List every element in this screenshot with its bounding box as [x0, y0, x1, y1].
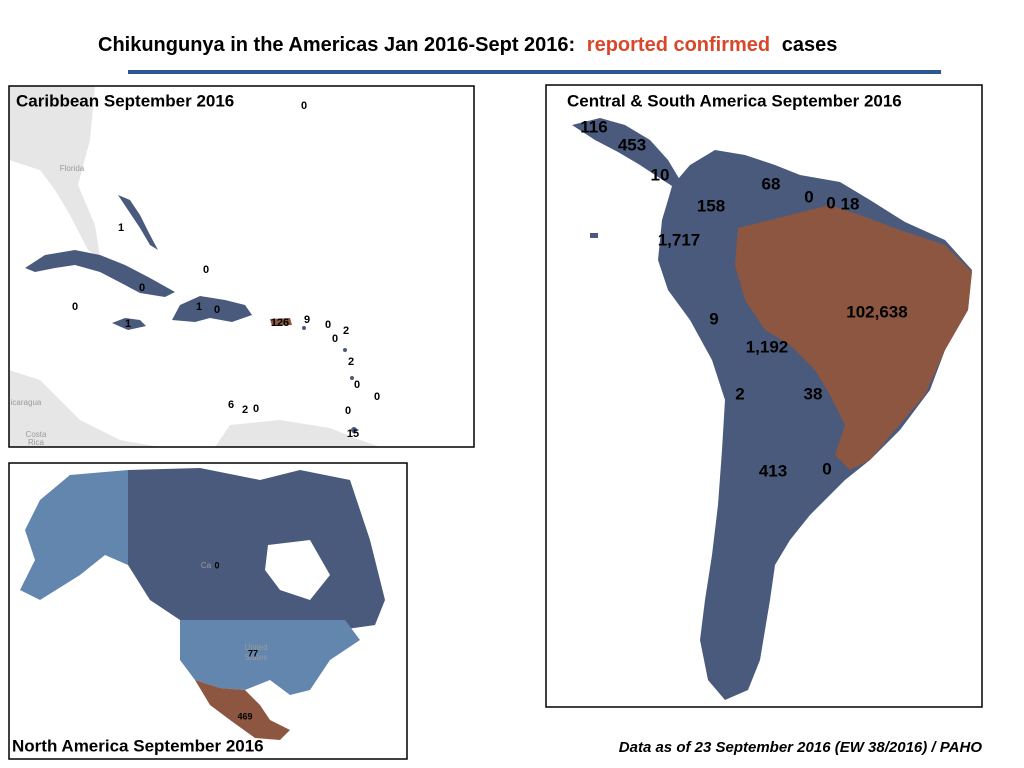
panel-border: [8, 85, 475, 448]
case-label: 1,717: [658, 230, 701, 249]
case-label: 6: [228, 399, 234, 411]
case-label: 453: [618, 135, 646, 154]
panel-title: Central & South America September 2016: [567, 91, 902, 110]
case-label: 18: [841, 194, 860, 213]
case-label: 2: [735, 384, 744, 403]
title-end: cases: [782, 34, 838, 56]
place-label: Florida: [60, 164, 85, 173]
place-label: icaragua: [11, 398, 42, 407]
case-label: 9: [709, 309, 718, 328]
central-south-map: [572, 118, 972, 700]
case-label: 413: [759, 461, 787, 480]
slide-title: Chikungunya in the Americas Jan 2016-Sep…: [98, 34, 837, 56]
title-main: Chikungunya in the Americas Jan 2016-Sep…: [98, 34, 575, 56]
case-label: 0: [804, 187, 813, 206]
place-label: Rica: [28, 438, 45, 447]
panel-border: [8, 462, 408, 760]
case-label: 126: [271, 317, 289, 329]
case-label: 102,638: [846, 302, 907, 321]
case-label: 0: [826, 193, 835, 212]
case-label: 0: [374, 391, 380, 403]
case-label: 15: [347, 428, 359, 440]
caribbean-map: [9, 86, 380, 447]
case-label: 1: [118, 222, 124, 234]
case-label: 0: [214, 304, 220, 316]
central-south-panel: Central & South America September 2016 1…: [545, 84, 983, 708]
case-label: 0: [253, 403, 259, 415]
case-label: 38: [804, 384, 823, 403]
north-america-panel: Ca United States North America September…: [8, 462, 408, 760]
panel-title: Caribbean September 2016: [16, 91, 234, 110]
case-label: 0: [354, 379, 360, 391]
panel-border: [545, 84, 983, 708]
case-label: 9: [304, 314, 310, 326]
case-label: 0: [72, 301, 78, 313]
case-label: 158: [697, 196, 725, 215]
case-label: 0: [214, 560, 219, 570]
case-label: 1: [125, 318, 131, 330]
place-label: Ca: [201, 561, 212, 570]
case-label: 68: [762, 174, 781, 193]
footer: Data as of 23 September 2016 (EW 38/2016…: [619, 739, 983, 756]
north-america-map: [20, 468, 385, 740]
case-label: 2: [343, 325, 349, 337]
panel-title: North America September 2016: [12, 736, 264, 755]
place-label: Costa: [26, 430, 47, 439]
case-label: 116: [580, 117, 607, 136]
case-label: 1: [196, 301, 202, 313]
case-label: 2: [348, 356, 354, 368]
case-label: 0: [822, 459, 831, 478]
case-label: 0: [345, 405, 351, 417]
case-label: 1,192: [746, 337, 789, 356]
case-label: 2: [242, 404, 248, 416]
case-label: 10: [651, 165, 670, 184]
place-label: States: [245, 653, 268, 662]
case-label: 77: [248, 648, 258, 658]
title-highlight: reported confirmed: [587, 34, 770, 56]
place-label: United: [244, 643, 267, 652]
caribbean-panel: Caribbean September 2016 Florida icaragu…: [8, 85, 475, 448]
case-label: 0: [301, 100, 307, 112]
case-label: 469: [237, 711, 252, 721]
case-label: 0: [139, 282, 145, 294]
case-label: 0: [325, 319, 331, 331]
case-label: 0: [332, 333, 338, 345]
case-label: 0: [203, 264, 209, 276]
